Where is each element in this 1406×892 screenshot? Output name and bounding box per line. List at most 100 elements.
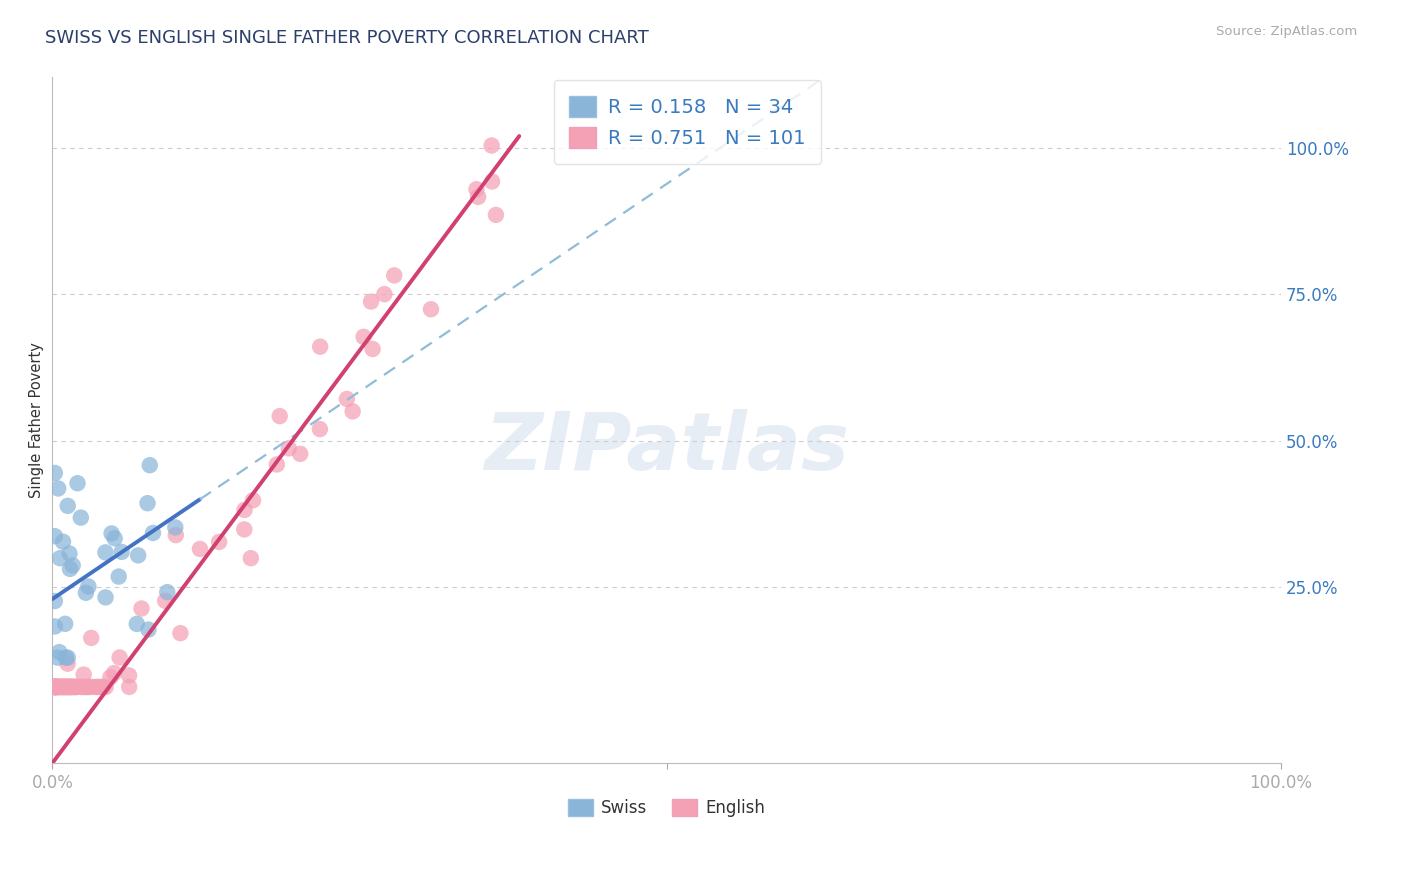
Point <box>46 680 69 694</box>
Point <box>100 526 122 541</box>
Point <box>55 680 77 694</box>
Point <box>59 680 82 694</box>
Point <box>80 631 103 645</box>
Point <box>239 551 262 566</box>
Point <box>91 680 114 694</box>
Point <box>55 680 77 694</box>
Point <box>118 668 141 682</box>
Point <box>84 680 107 694</box>
Point <box>62 680 84 694</box>
Point <box>233 522 256 536</box>
Text: Source: ZipAtlas.com: Source: ZipAtlas.com <box>1216 25 1357 38</box>
Point <box>309 340 332 354</box>
Point <box>233 503 256 517</box>
Point <box>125 616 148 631</box>
Point <box>49 551 72 566</box>
Point <box>77 680 100 694</box>
Point <box>69 510 91 524</box>
Point <box>63 680 86 694</box>
Point <box>44 529 66 543</box>
Point <box>44 680 66 694</box>
Point <box>60 680 83 694</box>
Legend: Swiss, English: Swiss, English <box>561 792 772 823</box>
Point <box>49 680 72 694</box>
Point <box>100 670 122 684</box>
Point <box>60 680 83 694</box>
Point <box>142 526 165 541</box>
Point <box>75 680 97 694</box>
Point <box>48 680 70 694</box>
Point <box>56 650 79 665</box>
Point <box>139 458 162 473</box>
Point <box>82 680 104 694</box>
Point <box>138 623 160 637</box>
Point <box>165 520 187 534</box>
Point <box>342 404 364 418</box>
Point <box>44 680 66 694</box>
Point <box>51 680 73 694</box>
Point <box>481 138 503 153</box>
Point <box>44 594 66 608</box>
Point <box>65 680 87 694</box>
Point <box>48 645 70 659</box>
Point <box>373 287 395 301</box>
Point <box>309 422 332 436</box>
Point <box>51 680 73 694</box>
Point <box>269 409 291 424</box>
Point <box>108 650 131 665</box>
Point <box>72 680 94 694</box>
Text: SWISS VS ENGLISH SINGLE FATHER POVERTY CORRELATION CHART: SWISS VS ENGLISH SINGLE FATHER POVERTY C… <box>45 29 648 46</box>
Point <box>465 182 488 196</box>
Point <box>336 392 359 406</box>
Point <box>45 680 67 694</box>
Point <box>208 535 231 549</box>
Point <box>165 528 187 542</box>
Point <box>65 680 87 694</box>
Point <box>266 458 288 472</box>
Point <box>361 342 384 356</box>
Point <box>53 616 76 631</box>
Point <box>44 680 66 694</box>
Point <box>51 680 73 694</box>
Point <box>58 547 80 561</box>
Point <box>73 667 96 681</box>
Point <box>58 680 80 694</box>
Point <box>66 476 89 491</box>
Point <box>44 619 66 633</box>
Point <box>52 680 75 694</box>
Point <box>156 585 179 599</box>
Point <box>86 680 108 694</box>
Point <box>481 174 503 188</box>
Point <box>94 545 117 559</box>
Point <box>44 680 66 694</box>
Point <box>75 586 97 600</box>
Point <box>131 601 153 615</box>
Point <box>242 493 264 508</box>
Point <box>382 268 405 283</box>
Point <box>55 680 77 694</box>
Point <box>155 594 177 608</box>
Point <box>58 680 80 694</box>
Point <box>55 680 77 694</box>
Point <box>55 650 77 665</box>
Point <box>58 680 80 694</box>
Point <box>56 499 79 513</box>
Point <box>77 580 100 594</box>
Point <box>59 680 82 694</box>
Point <box>44 680 66 694</box>
Point <box>420 302 443 317</box>
Point <box>44 466 66 480</box>
Point <box>59 562 82 576</box>
Point <box>46 680 69 694</box>
Point <box>53 680 76 694</box>
Point <box>52 680 75 694</box>
Point <box>48 680 70 694</box>
Point <box>290 447 312 461</box>
Point <box>44 680 66 694</box>
Point <box>45 680 67 694</box>
Point <box>55 680 77 694</box>
Point <box>277 442 299 456</box>
Point <box>62 558 84 573</box>
Point <box>45 680 67 694</box>
Point <box>48 680 70 694</box>
